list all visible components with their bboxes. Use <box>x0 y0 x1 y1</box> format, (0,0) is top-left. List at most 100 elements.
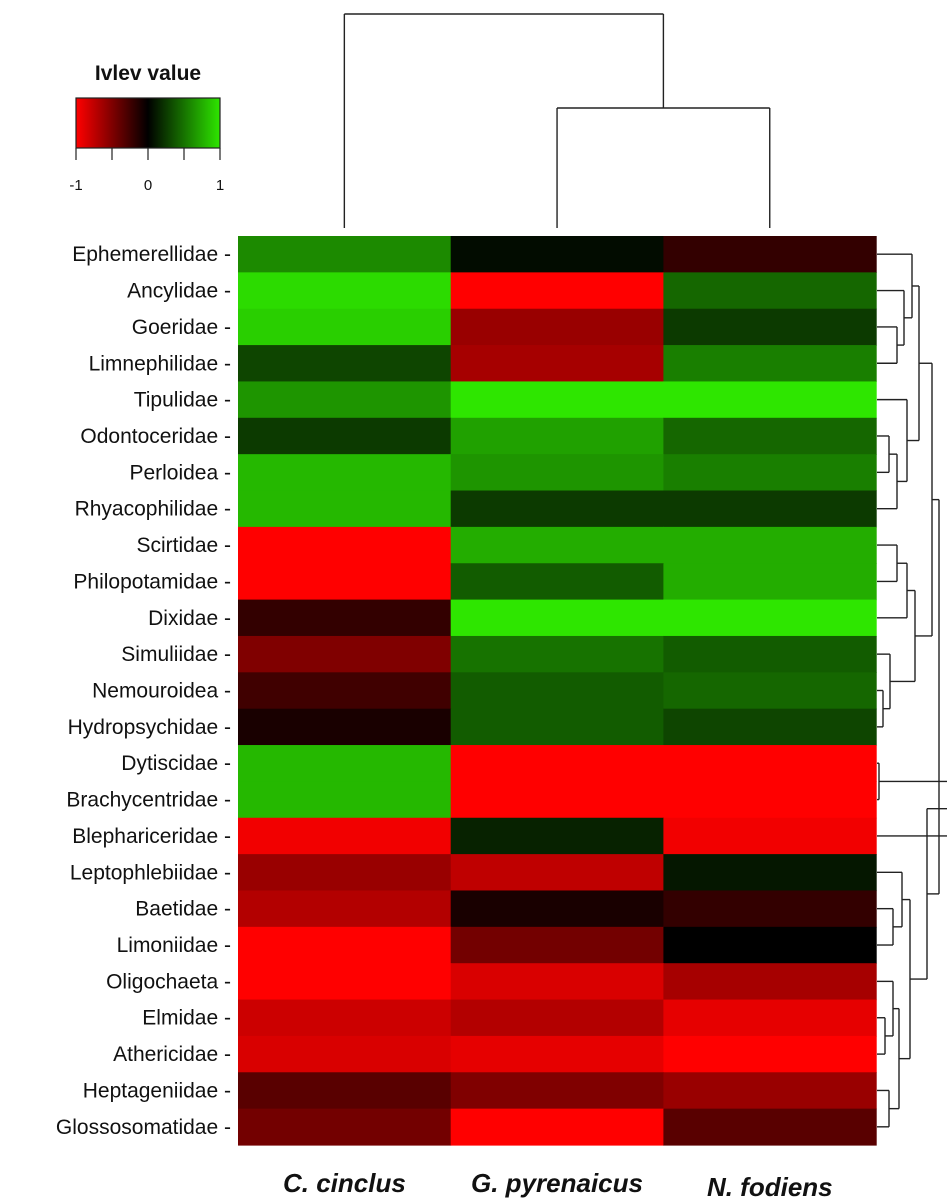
legend-title: Ivlev value <box>95 62 201 85</box>
legend-color-bar <box>75 97 221 149</box>
heatmap-cell <box>663 308 877 346</box>
heatmap-cell <box>663 1108 877 1146</box>
heatmap-cell <box>238 781 452 819</box>
row-label: Perloidea - <box>129 461 231 484</box>
heatmap-cell <box>663 345 877 383</box>
heatmap-cell <box>238 854 452 892</box>
row-label: Scirtidae - <box>136 534 231 557</box>
heatmap-cell <box>450 381 664 419</box>
heatmap-cell <box>238 999 452 1037</box>
row-label: Glossosomatidae - <box>56 1116 231 1139</box>
row-label: Oligochaeta - <box>106 970 231 993</box>
heatmap-cell <box>450 635 664 673</box>
heatmap-cell <box>238 817 452 855</box>
heatmap-cell <box>238 563 452 601</box>
row-label: Athericidae - <box>113 1043 231 1066</box>
heatmap-cell <box>450 745 664 782</box>
heatmap-cell <box>663 708 877 746</box>
row-label: Dixidae - <box>148 607 231 630</box>
column-label: C. cinclus <box>283 1168 406 1198</box>
heatmap-cell <box>238 417 452 455</box>
heatmap-cell <box>238 490 452 528</box>
heatmap-cell <box>238 526 452 564</box>
heatmap-cell <box>663 854 877 892</box>
heatmap-cell <box>450 526 664 564</box>
heatmap-cell <box>450 890 664 928</box>
row-label: Ephemerellidae - <box>72 243 231 266</box>
heatmap-cell <box>450 599 664 637</box>
row-label: Elmidae - <box>142 1007 231 1030</box>
heatmap-cell <box>238 272 452 310</box>
heatmap-cell <box>450 926 664 964</box>
row-label: Limnephilidae - <box>89 352 231 375</box>
heatmap-cell <box>450 854 664 892</box>
heatmap-cell <box>238 926 452 964</box>
row-label: Rhyacophilidae - <box>75 498 231 521</box>
heatmap-cell <box>663 272 877 310</box>
column-labels: C. cinclus G. pyrenaicus N. fodiens <box>283 1168 833 1199</box>
heatmap-cell <box>450 490 664 528</box>
heatmap-cell <box>450 417 664 455</box>
legend-ticks: -1 0 1 <box>69 148 224 194</box>
row-label: Leptophlebiidae - <box>70 861 231 884</box>
heatmap-cell <box>238 454 452 492</box>
row-label: Tipulidae - <box>134 389 231 412</box>
heatmap-cell <box>663 563 877 601</box>
heatmap-cell <box>663 999 877 1037</box>
heatmap-cell <box>450 817 664 855</box>
heatmap-cell <box>450 345 664 383</box>
row-label: Ancylidae - <box>127 280 231 303</box>
row-label: Simuliidae - <box>121 643 231 666</box>
heatmap-cell <box>238 308 452 346</box>
row-label: Odontoceridae - <box>80 425 231 448</box>
color-legend: Ivlev value -1 0 1 <box>69 62 224 194</box>
heatmap-cell <box>450 308 664 346</box>
heatmap-cell <box>238 236 452 273</box>
heatmap-cell <box>663 890 877 928</box>
heatmap-cell <box>663 1035 877 1073</box>
heatmap-cell <box>663 490 877 528</box>
row-label: Nemouroidea - <box>92 680 231 703</box>
heatmap-cell <box>238 1035 452 1073</box>
heatmap-cell <box>663 745 877 782</box>
heatmap-cell <box>238 635 452 673</box>
heatmap-cell <box>663 963 877 1001</box>
legend-tick-label: -1 <box>69 177 82 194</box>
column-label: N. fodiens <box>707 1172 833 1199</box>
heatmap-cell <box>238 963 452 1001</box>
heatmap-cell <box>663 236 877 273</box>
legend-tick-label: 1 <box>216 177 224 194</box>
row-label: Blephariceridae - <box>72 825 231 848</box>
row-label: Dytiscidae - <box>121 752 231 775</box>
heatmap-cell <box>238 708 452 746</box>
heatmap-cell <box>663 381 877 419</box>
heatmap-cell <box>450 1072 664 1110</box>
heatmap-cell <box>450 1108 664 1146</box>
heatmap-cell <box>450 272 664 310</box>
heatmap-cell <box>238 672 452 710</box>
row-label: Goeridae - <box>132 316 231 339</box>
heatmap-cell <box>450 236 664 273</box>
heatmap-cell <box>663 526 877 564</box>
heatmap-cells <box>238 236 877 1146</box>
row-label: Baetidae - <box>135 898 231 921</box>
heatmap-cell <box>663 417 877 455</box>
heatmap-cell <box>450 1035 664 1073</box>
heatmap-cell <box>450 672 664 710</box>
heatmap-cell <box>238 381 452 419</box>
heatmap-cell <box>663 781 877 819</box>
heatmap-cell <box>450 781 664 819</box>
heatmap-cell <box>450 708 664 746</box>
heatmap-cell <box>663 926 877 964</box>
row-label: Limoniidae - <box>117 934 231 957</box>
row-label: Philopotamidae - <box>73 570 231 593</box>
heatmap-cell <box>663 672 877 710</box>
heatmap-cell <box>238 345 452 383</box>
heatmap-cell <box>238 1072 452 1110</box>
column-label: G. pyrenaicus <box>471 1168 643 1198</box>
column-dendrogram <box>343 13 771 228</box>
legend-tick-label: 0 <box>144 177 152 194</box>
heatmap-cell <box>663 635 877 673</box>
heatmap-cell <box>450 999 664 1037</box>
